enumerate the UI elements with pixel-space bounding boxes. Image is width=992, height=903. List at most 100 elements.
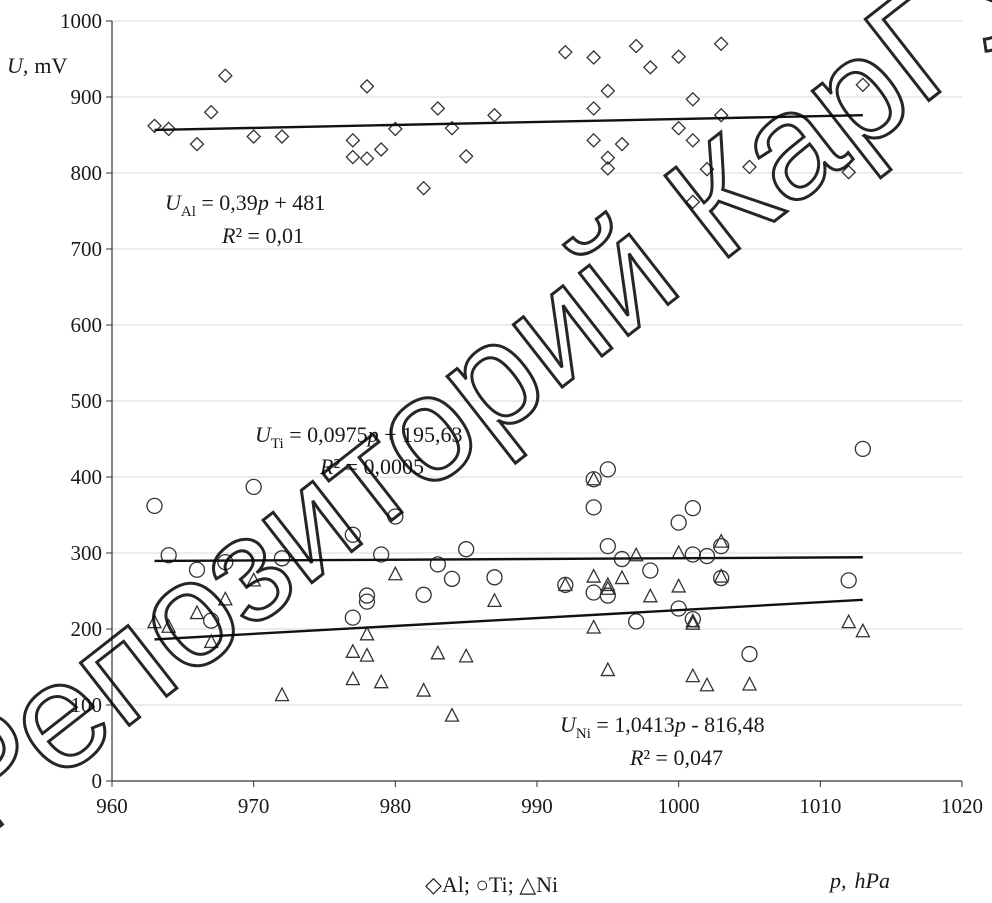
al-data-point	[586, 132, 602, 148]
y-tick-label: 500	[71, 389, 103, 413]
ni-trend-equation: UNi = 1,0413p - 816,48	[560, 712, 765, 742]
ti-r-squared: R² = 0,0005	[319, 454, 424, 479]
ti-data-point	[344, 609, 361, 626]
x-axis-label: p, hPa	[828, 868, 890, 893]
ni-data-point	[161, 618, 177, 633]
y-tick-label: 100	[71, 693, 103, 717]
ti-data-point	[599, 538, 616, 555]
ti-data-point	[585, 584, 602, 601]
ti-data-point	[599, 587, 616, 604]
ni-data-point	[274, 686, 290, 702]
ni-data-point	[189, 604, 205, 620]
ni-data-point	[671, 544, 687, 560]
al-data-point	[161, 121, 177, 137]
al-data-point	[628, 38, 644, 54]
x-tick-label: 980	[380, 794, 412, 818]
ti-trend-line	[154, 556, 863, 563]
al-data-point	[841, 164, 857, 180]
al-data-point	[345, 132, 361, 148]
ti-data-point	[670, 514, 687, 531]
ti-data-point	[146, 497, 163, 515]
al-data-point	[373, 142, 389, 157]
y-tick-label: 700	[71, 237, 103, 261]
ti-data-point	[358, 587, 376, 604]
ti-trend-equation: UTi = 0,0975p + 195,63	[255, 422, 463, 452]
al-data-point	[600, 83, 616, 99]
ti-data-point	[599, 461, 616, 478]
ti-data-point	[203, 612, 220, 629]
al-data-point	[614, 136, 630, 152]
al-data-point	[458, 148, 474, 164]
trend-lines	[154, 113, 863, 641]
ti-data-point	[443, 570, 461, 587]
ti-data-point	[670, 600, 687, 617]
ti-data-point	[713, 569, 730, 587]
x-tick-label: 1020	[941, 794, 983, 818]
ni-data-point	[444, 707, 460, 722]
ti-data-point	[840, 572, 857, 589]
al-data-point	[359, 151, 375, 166]
data-markers	[146, 36, 871, 722]
al-data-point	[359, 78, 375, 94]
ni-data-point	[600, 661, 616, 677]
ni-data-point	[600, 580, 616, 595]
ti-data-point	[628, 613, 645, 630]
ti-data-point	[245, 478, 262, 496]
ni-data-point	[685, 612, 701, 628]
ni-data-point	[671, 578, 687, 593]
al-data-point	[685, 194, 701, 210]
al-data-point	[713, 107, 729, 123]
ni-data-point	[685, 615, 701, 630]
ti-data-point	[160, 547, 177, 564]
y-tick-labels: 0 100 200 300 400 500 600 700 800 900 1000	[60, 9, 112, 793]
al-data-point	[586, 50, 602, 65]
al-data-point	[642, 59, 658, 75]
ti-data-point	[273, 550, 291, 567]
ti-data-point	[854, 440, 871, 458]
ti-data-point	[387, 508, 404, 525]
al-data-point	[416, 180, 432, 196]
al-data-point	[147, 118, 162, 134]
x-axis-label-main: p,	[828, 868, 847, 893]
al-data-point	[444, 120, 460, 136]
ni-data-point	[373, 673, 389, 689]
ni-data-point	[841, 613, 857, 629]
ni-data-point	[586, 619, 602, 634]
ni-data-point	[713, 533, 729, 548]
al-data-point	[855, 77, 871, 93]
ni-data-point	[430, 644, 446, 660]
ni-data-point	[713, 568, 729, 583]
al-data-point	[557, 44, 573, 60]
al-data-point	[685, 132, 701, 148]
y-tick-label: 300	[71, 541, 103, 565]
al-data-point	[742, 159, 757, 175]
al-data-point	[217, 68, 233, 84]
al-data-point	[345, 149, 361, 165]
ti-data-point	[415, 586, 432, 603]
y-axis-label: U, mV	[7, 53, 68, 78]
x-tick-label: 960	[96, 794, 128, 818]
legend: ◇Al; ○Ti; △Ni	[425, 872, 558, 897]
ni-data-point	[146, 613, 163, 629]
y-tick-label: 600	[71, 313, 103, 337]
ni-data-point	[359, 625, 375, 641]
ti-data-point	[585, 499, 602, 516]
ti-data-point	[358, 593, 376, 610]
al-data-point	[713, 36, 729, 52]
ni-data-point	[217, 590, 233, 606]
watermark: Репозиторий КарГУ	[0, 0, 992, 867]
ni-data-point	[203, 633, 219, 649]
ni-data-point	[699, 676, 715, 692]
ti-data-point	[698, 547, 716, 565]
al-data-point	[274, 129, 290, 144]
ni-data-point	[586, 568, 602, 583]
ti-data-point	[344, 526, 361, 543]
x-tick-label: 990	[521, 794, 553, 818]
y-axis-label-main: U,	[7, 53, 28, 78]
ti-data-point	[642, 562, 659, 579]
ni-data-point	[855, 622, 871, 638]
y-tick-label: 0	[92, 769, 103, 793]
al-data-point	[671, 120, 687, 136]
